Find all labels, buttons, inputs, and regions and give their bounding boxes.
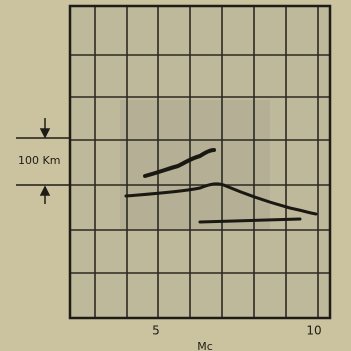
x-tick-label: 10: [306, 324, 321, 338]
trace: [198, 217, 302, 224]
arrow-head: [39, 185, 51, 196]
x-axis-unit: Mc: [197, 340, 213, 351]
scale-label: 100 Km: [18, 154, 60, 167]
arrow-head: [39, 128, 51, 139]
grid: [70, 6, 330, 318]
plot-shading: [120, 100, 270, 230]
traces: [124, 148, 318, 224]
x-tick-label: 5: [152, 324, 160, 338]
scale-marker: [16, 118, 70, 204]
plot-frame: [68, 4, 332, 320]
trace: [143, 148, 216, 178]
trace: [124, 182, 318, 216]
